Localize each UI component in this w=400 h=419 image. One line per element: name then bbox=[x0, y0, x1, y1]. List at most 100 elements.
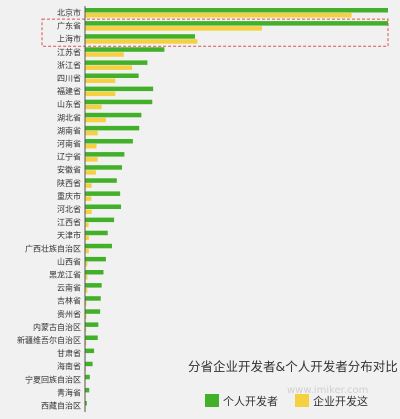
bar-personal bbox=[85, 230, 108, 236]
category-label: 陕西省 bbox=[57, 178, 81, 188]
bar-personal bbox=[85, 243, 112, 249]
bar-enterprise bbox=[85, 117, 106, 123]
bar-personal bbox=[85, 217, 115, 223]
bar-personal bbox=[85, 309, 101, 314]
legend: 个人开发者 企业开发这 bbox=[205, 394, 368, 408]
bar-personal bbox=[85, 152, 125, 157]
category-label: 湖南省 bbox=[57, 125, 81, 135]
bar-personal bbox=[85, 374, 90, 380]
category-label: 浙江省 bbox=[57, 60, 81, 70]
category-labels: 北京市广东省上海市江苏省浙江省四川省福建省山东省湖北省湖南省河南省辽宁省安徽省陕… bbox=[17, 8, 81, 411]
chart-caption: 分省企业开发者&个人开发者分布对比 bbox=[188, 359, 398, 374]
bar-personal bbox=[85, 387, 90, 393]
bar-enterprise bbox=[85, 39, 198, 44]
category-label: 吉林省 bbox=[57, 296, 81, 306]
category-label: 上海市 bbox=[57, 34, 81, 44]
bar-personal bbox=[85, 348, 95, 354]
category-label: 宁夏回族自治区 bbox=[25, 374, 81, 384]
category-label: 青海省 bbox=[57, 387, 81, 397]
category-label: 天津市 bbox=[57, 230, 81, 240]
bar-enterprise bbox=[85, 248, 89, 254]
category-label: 江西省 bbox=[57, 217, 81, 227]
category-label: 安徽省 bbox=[57, 165, 81, 175]
bar-personal bbox=[85, 86, 154, 92]
bar-personal bbox=[85, 8, 388, 13]
category-label: 福建省 bbox=[57, 86, 81, 96]
category-label: 贵州省 bbox=[57, 309, 81, 319]
legend-swatch-enterprise bbox=[295, 394, 309, 407]
category-label: 广东省 bbox=[57, 21, 81, 31]
bar-enterprise bbox=[85, 130, 98, 136]
bar-enterprise bbox=[85, 144, 97, 149]
watermark: www.imiker.com bbox=[287, 385, 368, 396]
bar-enterprise bbox=[85, 65, 132, 70]
bar-personal bbox=[85, 139, 133, 144]
bar-personal bbox=[85, 335, 98, 340]
bar-personal bbox=[85, 401, 87, 406]
bar-personal bbox=[85, 178, 117, 183]
legend-swatch-personal bbox=[205, 394, 219, 407]
bar-enterprise bbox=[85, 222, 89, 228]
bar-enterprise bbox=[85, 275, 88, 280]
bar-personal bbox=[85, 322, 99, 327]
bar-personal bbox=[85, 296, 101, 301]
bar-personal bbox=[85, 283, 102, 288]
category-label: 北京市 bbox=[57, 8, 81, 18]
category-label: 河北省 bbox=[57, 204, 81, 214]
highlight-box-rect bbox=[41, 18, 389, 47]
bar-enterprise bbox=[85, 288, 88, 293]
bar-enterprise bbox=[85, 314, 87, 319]
category-label: 西藏自治区 bbox=[41, 401, 81, 411]
bar-enterprise bbox=[85, 340, 87, 345]
category-label: 云南省 bbox=[57, 283, 81, 293]
category-label: 广西壮族自治区 bbox=[25, 243, 81, 253]
bar-enterprise bbox=[85, 261, 88, 267]
category-label: 海南省 bbox=[57, 361, 81, 371]
category-label: 新疆维吾尔自治区 bbox=[17, 335, 81, 345]
bar-enterprise bbox=[85, 52, 124, 57]
category-label: 黑龙江省 bbox=[49, 270, 81, 280]
bar-personal bbox=[85, 47, 165, 52]
bar-personal bbox=[85, 270, 104, 275]
bar-personal bbox=[85, 204, 122, 209]
bar-personal bbox=[85, 361, 93, 367]
bar-personal bbox=[85, 112, 142, 118]
bar-enterprise bbox=[85, 209, 92, 214]
bar-personal bbox=[85, 165, 122, 170]
bar-enterprise bbox=[85, 235, 89, 241]
category-label: 内蒙古自治区 bbox=[33, 322, 81, 332]
category-label: 湖北省 bbox=[57, 112, 81, 122]
bar-enterprise bbox=[85, 196, 92, 201]
bar-enterprise bbox=[85, 327, 87, 332]
bar-enterprise bbox=[85, 183, 92, 188]
bar-enterprise bbox=[85, 13, 352, 18]
bar-enterprise bbox=[85, 78, 116, 83]
highlight-box bbox=[41, 18, 389, 47]
bar-enterprise bbox=[85, 301, 87, 306]
category-label: 重庆市 bbox=[57, 191, 81, 201]
bar-enterprise bbox=[85, 170, 96, 175]
category-label: 江苏省 bbox=[57, 47, 81, 57]
category-label: 辽宁省 bbox=[57, 152, 81, 162]
category-label: 山东省 bbox=[57, 99, 81, 109]
bar-personal bbox=[85, 60, 148, 65]
bar-personal bbox=[85, 125, 140, 131]
bar-enterprise bbox=[85, 26, 262, 31]
bar-enterprise bbox=[85, 157, 98, 162]
category-label: 甘肃省 bbox=[57, 348, 81, 358]
bar-personal bbox=[85, 99, 153, 105]
bar-personal bbox=[85, 256, 106, 262]
bar-personal bbox=[85, 21, 388, 26]
category-label: 河南省 bbox=[57, 139, 81, 149]
bar-personal bbox=[85, 73, 139, 78]
bars-layer bbox=[85, 8, 388, 411]
category-label: 山西省 bbox=[57, 256, 81, 266]
legend-label-personal: 个人开发者 bbox=[223, 394, 278, 408]
bar-enterprise bbox=[85, 104, 102, 110]
bar-personal bbox=[85, 34, 195, 39]
bar-personal bbox=[85, 191, 121, 196]
bar-enterprise bbox=[85, 91, 116, 97]
category-label: 四川省 bbox=[57, 73, 81, 83]
